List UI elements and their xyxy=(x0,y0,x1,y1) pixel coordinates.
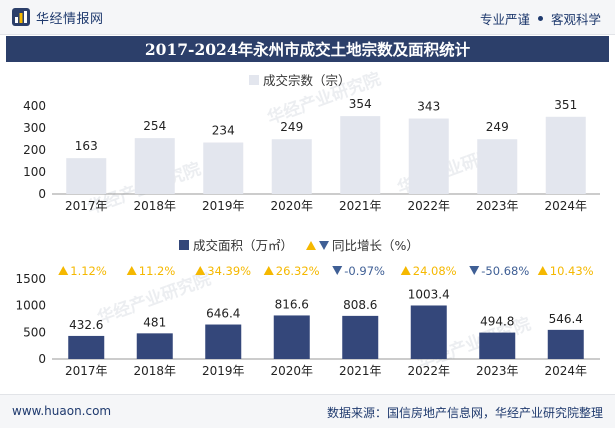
x-tick-label: 2021年 xyxy=(339,364,382,378)
x-tick-label: 2022年 xyxy=(407,199,450,213)
y-tick-label: 400 xyxy=(23,99,46,113)
data-label-count: 249 xyxy=(486,120,509,134)
data-label-count: 254 xyxy=(143,119,166,133)
bar-area xyxy=(479,332,516,359)
y-tick-label: 1000 xyxy=(15,299,46,313)
x-tick-label: 2017年 xyxy=(65,364,108,378)
yoy-label: -0.97% xyxy=(344,264,385,278)
data-label-count: 249 xyxy=(280,120,303,134)
data-label-area: 546.4 xyxy=(549,312,583,326)
page-title: 2017-2024年永州市成交土地宗数及面积统计 xyxy=(6,36,609,62)
bar-area xyxy=(547,329,584,359)
data-label-area: 494.8 xyxy=(480,315,514,329)
x-tick-label: 2023年 xyxy=(476,199,519,213)
yoy-label: 11.2% xyxy=(139,264,176,278)
yoy-label: 34.39% xyxy=(207,264,251,278)
yoy-label: 1.12% xyxy=(70,264,107,278)
legend-label-count: 成交宗数（宗） xyxy=(263,73,351,88)
yoy-down-icon xyxy=(332,266,343,275)
tagline-dot-icon xyxy=(537,16,543,21)
legend-swatch-area xyxy=(179,240,189,250)
x-tick-label: 2024年 xyxy=(544,199,587,213)
tagline-right: 客观科学 xyxy=(550,12,601,27)
x-tick-label: 2023年 xyxy=(476,364,519,378)
bar-area xyxy=(205,324,242,359)
x-tick-label: 2017年 xyxy=(65,199,108,213)
legend-down-icon xyxy=(319,241,329,250)
legend-up-icon xyxy=(306,241,316,250)
x-tick-label: 2019年 xyxy=(202,199,245,213)
y-tick-label: 0 xyxy=(38,352,46,366)
data-label-count: 163 xyxy=(75,139,98,153)
data-label-area: 432.6 xyxy=(69,318,103,332)
data-source: 数据来源：国信房地产信息网，华经产业研究院整理 xyxy=(326,406,603,420)
bar-count xyxy=(545,116,586,194)
yoy-up-icon xyxy=(126,266,137,275)
yoy-up-icon xyxy=(263,266,274,275)
yoy-label: 10.43% xyxy=(550,264,594,278)
yoy-up-icon xyxy=(537,266,548,275)
yoy-up-icon xyxy=(400,266,411,275)
bar-count xyxy=(66,158,107,194)
y-tick-label: 1500 xyxy=(15,272,46,286)
y-tick-label: 200 xyxy=(23,143,46,157)
footer-bar: www.huaon.com 数据来源：国信房地产信息网，华经产业研究院整理 xyxy=(0,394,615,428)
charts-area: 华经产业研究院华经产业研究院华经产业研究院华经产业研究院华经产业研究院成交宗数（… xyxy=(15,68,600,378)
bar-area xyxy=(410,305,447,359)
tagline-left: 专业严谨 xyxy=(479,12,530,27)
legend-swatch-count xyxy=(249,75,259,85)
logo-text: 华经情报网 xyxy=(36,11,104,27)
bar-area xyxy=(68,335,105,359)
bar-area xyxy=(273,315,310,359)
y-tick-label: 500 xyxy=(23,325,46,339)
data-label-count: 354 xyxy=(349,97,372,111)
data-label-area: 816.6 xyxy=(275,297,309,311)
x-tick-label: 2024年 xyxy=(544,364,587,378)
bar-count xyxy=(340,116,381,194)
yoy-label: 26.32% xyxy=(276,264,320,278)
data-label-count: 234 xyxy=(212,124,235,138)
logo-icon xyxy=(12,8,30,26)
yoy-label: -50.68% xyxy=(481,264,529,278)
bar-count xyxy=(408,118,449,194)
y-tick-label: 100 xyxy=(23,165,46,179)
x-tick-label: 2020年 xyxy=(270,199,313,213)
bar-count xyxy=(477,139,518,194)
data-label-count: 351 xyxy=(554,98,577,112)
x-tick-label: 2021年 xyxy=(339,199,382,213)
bar-count xyxy=(271,139,312,194)
legend-label-yoy: 同比增长（%） xyxy=(332,238,419,253)
site-link[interactable]: www.huaon.com xyxy=(12,404,112,418)
yoy-down-icon xyxy=(469,266,480,275)
header-bar: 华经情报网 专业严谨 客观科学 xyxy=(0,0,615,35)
x-tick-label: 2022年 xyxy=(407,364,450,378)
x-tick-label: 2018年 xyxy=(133,199,176,213)
x-tick-label: 2020年 xyxy=(270,364,313,378)
bar-count xyxy=(203,142,244,194)
tagline: 专业严谨 客观科学 xyxy=(480,9,601,28)
yoy-up-icon xyxy=(58,266,69,275)
x-tick-label: 2018年 xyxy=(133,364,176,378)
bar-count xyxy=(134,138,175,194)
y-tick-label: 300 xyxy=(23,121,46,135)
yoy-up-icon xyxy=(195,266,206,275)
data-label-area: 646.4 xyxy=(206,307,240,321)
data-label-area: 1003.4 xyxy=(408,287,450,301)
y-tick-label: 0 xyxy=(38,187,46,201)
yoy-label: 24.08% xyxy=(413,264,457,278)
logo[interactable]: 华经情报网 xyxy=(12,7,104,27)
data-label-area: 808.6 xyxy=(343,298,377,312)
data-label-count: 343 xyxy=(417,100,440,114)
data-label-area: 481 xyxy=(143,315,166,329)
legend-label-area: 成交面积（万㎡） xyxy=(193,238,293,253)
bar-area xyxy=(342,315,379,359)
bar-area xyxy=(136,333,173,359)
x-tick-label: 2019年 xyxy=(202,364,245,378)
